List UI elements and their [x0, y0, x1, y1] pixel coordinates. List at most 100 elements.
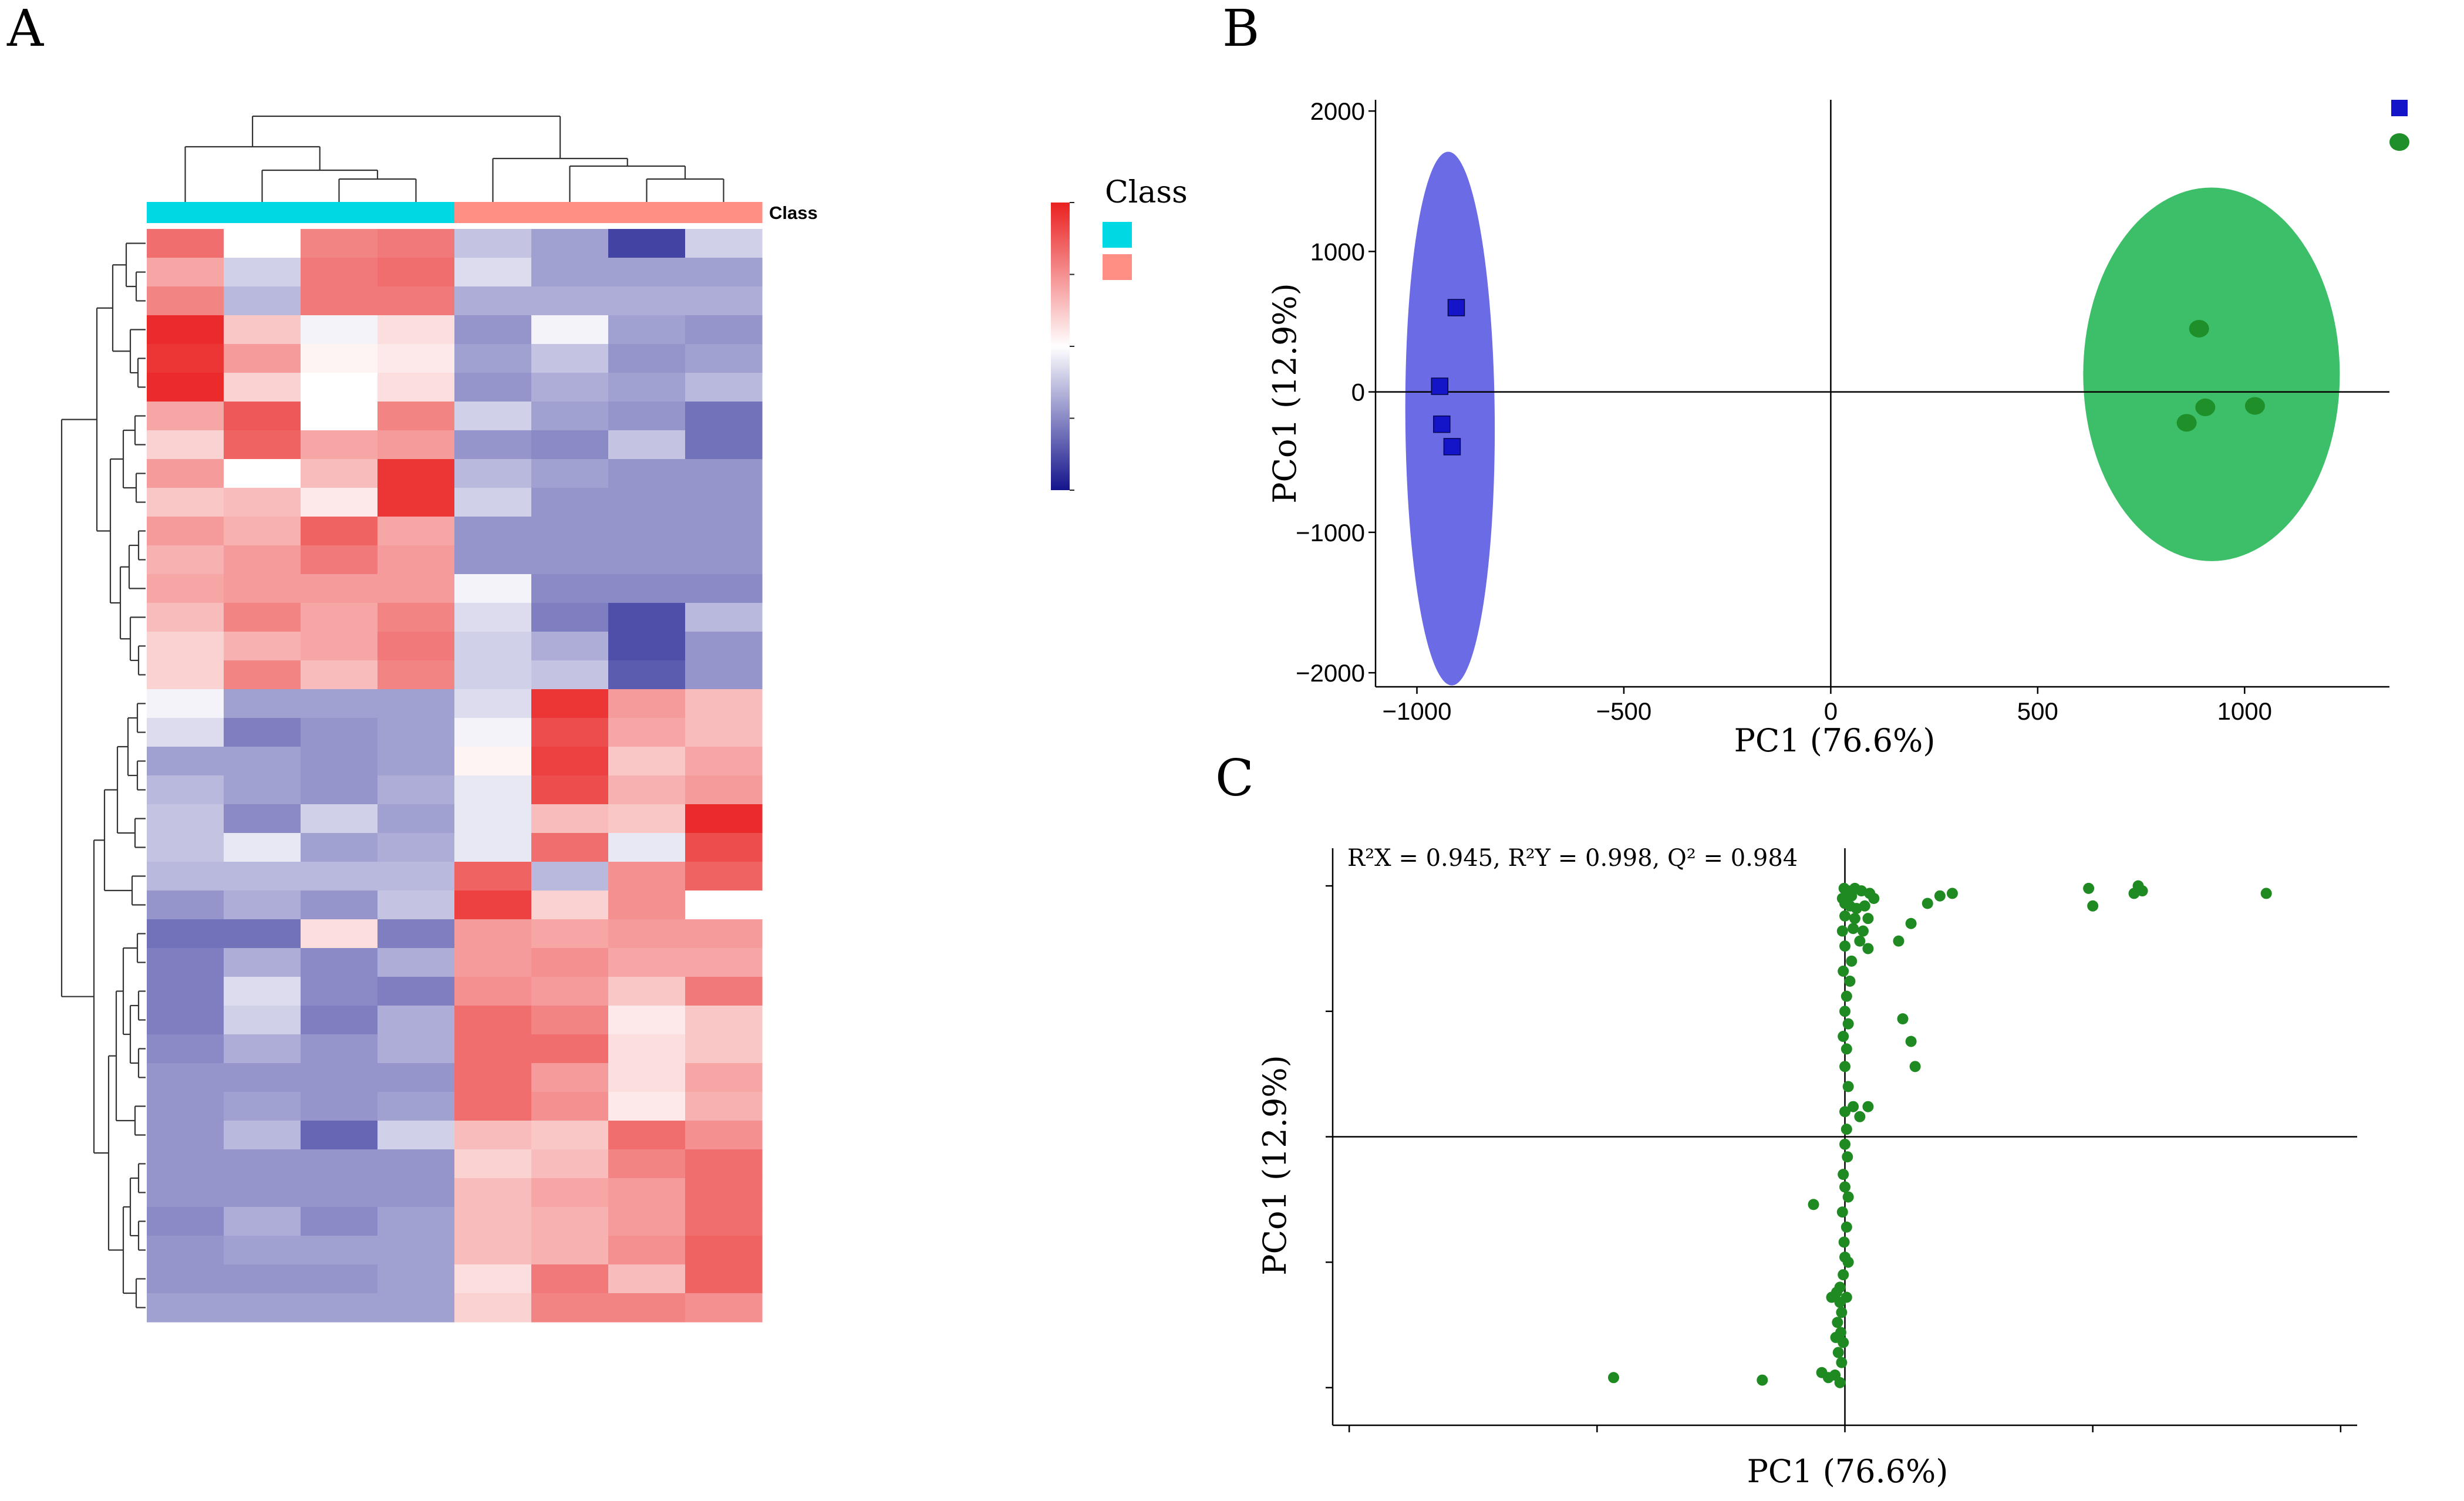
heatmap-cell	[608, 229, 686, 258]
heatmap-cell	[685, 718, 763, 747]
loading-point	[1838, 1236, 1850, 1248]
heatmap-cell	[454, 402, 532, 431]
heatmap-cell	[454, 1034, 532, 1064]
heatmap-cell	[685, 1178, 763, 1207]
heatmap-cell	[454, 977, 532, 1006]
av-sample-point	[2244, 397, 2265, 415]
heatmap-cell	[531, 632, 609, 661]
heatmap-cell	[301, 1264, 378, 1294]
class-bar-cell	[147, 202, 224, 223]
heatmap-cell	[608, 718, 686, 747]
ah-sample-point	[1443, 438, 1461, 456]
heatmap-cell	[301, 919, 378, 949]
heatmap-cell	[224, 373, 301, 402]
class-bar-cell	[531, 202, 609, 223]
heatmap-cell	[147, 632, 224, 661]
heatmap-cell	[531, 402, 609, 431]
heatmap-cell	[301, 804, 378, 834]
loading-point	[1868, 892, 1880, 904]
loading-point	[1859, 900, 1870, 912]
colorbar-ticks	[1070, 202, 1074, 491]
heatmap-cell	[301, 689, 378, 719]
loading-point	[1838, 1269, 1849, 1281]
heatmap-cell	[224, 517, 301, 546]
heatmap-cell	[531, 574, 609, 603]
heatmap-cell	[531, 1063, 609, 1092]
score-x-axis-title: PC1 (76.6%)	[1734, 722, 1936, 759]
heatmap-cell	[531, 286, 609, 316]
heatmap-cell	[685, 948, 763, 977]
heatmap-cell	[531, 833, 609, 862]
heatmap-cell	[531, 603, 609, 632]
heatmap-cell	[608, 1149, 686, 1179]
loading-point	[1846, 955, 1858, 967]
loading-point	[1842, 1151, 1853, 1163]
class-bar-label: Class	[769, 203, 818, 223]
heatmap-cell	[224, 286, 301, 316]
heatmap-cell	[531, 1092, 609, 1121]
heatmap-cell	[608, 603, 686, 632]
heatmap-cell	[685, 488, 763, 517]
loading-y-axis-title: PCo1 (12.9%)	[1256, 1055, 1293, 1275]
loading-point	[1846, 890, 1858, 902]
heatmap-cell	[454, 603, 532, 632]
heatmap-cell	[531, 948, 609, 977]
heatmap-cell	[301, 862, 378, 891]
loading-point	[1844, 976, 1856, 987]
heatmap-cell	[531, 804, 609, 834]
loading-point	[1607, 1372, 1619, 1384]
heatmap-cell	[531, 1121, 609, 1150]
loading-point	[1842, 1081, 1854, 1092]
heatmap-cell	[454, 430, 532, 460]
heatmap-cell	[454, 459, 532, 488]
heatmap-cell	[531, 1264, 609, 1294]
heatmap-cell	[608, 286, 686, 316]
loading-point	[1836, 1307, 1848, 1318]
heatmap-cell	[147, 948, 224, 977]
loading-point	[1836, 925, 1848, 937]
heatmap-cell	[454, 1063, 532, 1092]
heatmap-cell	[608, 775, 686, 805]
heatmap-cell	[147, 229, 224, 258]
heatmap-cell	[377, 919, 455, 949]
loading-point	[1826, 1291, 1838, 1303]
heatmap-cell	[608, 689, 686, 719]
heatmap-cell	[454, 315, 532, 345]
ah-sample-point	[1433, 415, 1451, 433]
heatmap-cell	[301, 775, 378, 805]
class-legend-swatch	[1103, 254, 1132, 280]
heatmap-cell	[377, 775, 455, 805]
heatmap-cell	[608, 459, 686, 488]
heatmap-cell	[531, 689, 609, 719]
loading-point	[1838, 1031, 1849, 1043]
model-statistics: R²X = 0.945, R²Y = 0.998, Q² = 0.984	[1347, 845, 1798, 872]
heatmap-cell	[531, 775, 609, 805]
heatmap-cell	[224, 804, 301, 834]
loading-point	[1905, 918, 1917, 929]
heatmap-cell	[454, 747, 532, 776]
heatmap-cell	[685, 775, 763, 805]
heatmap-cell	[608, 1092, 686, 1121]
loading-point	[2132, 880, 2144, 892]
heatmap-cell	[224, 977, 301, 1006]
heatmap-cell	[147, 804, 224, 834]
heatmap-cell	[377, 344, 455, 373]
heatmap-cell	[224, 1236, 301, 1265]
heatmap-cell	[224, 689, 301, 719]
heatmap-cell	[685, 1034, 763, 1064]
heatmap-cell	[301, 488, 378, 517]
loading-point	[1757, 1374, 1768, 1386]
heatmap-cell	[531, 891, 609, 920]
heatmap-cell	[685, 402, 763, 431]
loading-point	[1839, 1138, 1850, 1150]
heatmap-cell	[608, 804, 686, 834]
class-legend-title: Class	[1105, 175, 1188, 210]
heatmap-cell	[147, 373, 224, 402]
column-dendrogram	[184, 115, 724, 202]
heatmap-cell	[608, 833, 686, 862]
heatmap-cell	[685, 1092, 763, 1121]
score-y-tick-label: −2000	[1296, 659, 1365, 687]
heatmap-cell	[454, 517, 532, 546]
loading-point	[1842, 1018, 1854, 1030]
